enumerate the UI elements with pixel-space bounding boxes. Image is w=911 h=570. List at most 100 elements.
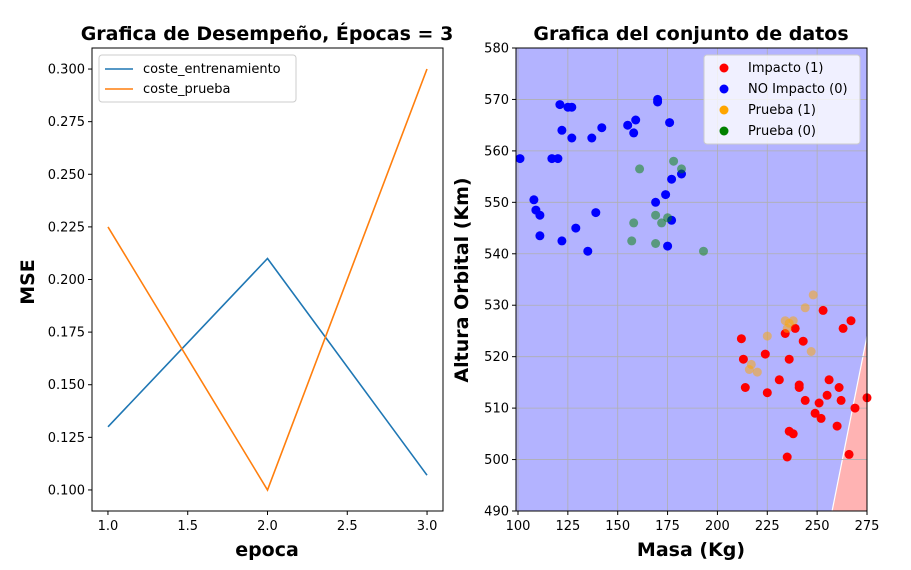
right-ytick-label: 580	[484, 42, 509, 57]
scatter-point-series-3	[669, 156, 679, 166]
left-ytick-label: 0.150	[48, 378, 85, 393]
scatter-point-series-1	[515, 154, 525, 164]
right-chart-frame	[515, 47, 868, 512]
right-ytick-label: 500	[484, 453, 509, 468]
left-xtick-label: 3.0	[417, 519, 438, 534]
scatter-point-series-0	[818, 305, 828, 315]
scatter-point-series-1	[535, 210, 545, 220]
scatter-point-series-3	[663, 213, 673, 223]
left-ytick-label: 0.125	[48, 431, 85, 446]
left-chart-lines	[107, 68, 428, 492]
left-legend-box	[98, 54, 297, 103]
left-chart: Grafica de Desempeño, Épocas = 3 1.0 1.5 2…	[17, 22, 453, 561]
scatter-point-series-0	[814, 398, 824, 408]
scatter-point-series-3	[651, 239, 661, 248]
right-ytick-label: 550	[484, 196, 509, 211]
left-legend-label-train: coste_entrenamiento	[143, 62, 281, 77]
right-chart-ylabel: Altura Orbital (Km)	[451, 177, 473, 382]
scatter-point-series-1	[555, 100, 565, 110]
scatter-point-series-0	[774, 375, 784, 385]
left-ytick-label: 0.100	[48, 483, 85, 498]
left-chart-legend: coste_entrenamiento coste_prueba	[98, 54, 297, 103]
scatter-point-series-0	[846, 316, 856, 326]
scatter-point-series-2	[806, 347, 816, 356]
scatter-point-series-3	[699, 246, 708, 256]
right-xtick-label: 225	[755, 519, 780, 534]
scatter-point-series-0	[788, 429, 798, 439]
scatter-point-series-0	[738, 354, 748, 364]
scatter-point-series-1	[629, 128, 639, 138]
scatter-point-series-0	[816, 413, 826, 423]
scatter-point-series-2	[762, 331, 772, 341]
scatter-point-series-0	[798, 336, 808, 346]
right-xtick-label: 150	[605, 519, 630, 534]
scatter-point-series-0	[784, 354, 794, 364]
right-chart-points	[515, 94, 872, 462]
left-ytick-label: 0.250	[48, 168, 85, 183]
left-chart-frame	[91, 47, 444, 512]
left-xtick-label: 1.0	[98, 519, 119, 534]
right-legend-label-prueba-1: Prueba (1)	[748, 103, 816, 118]
scatter-point-series-3	[635, 164, 645, 174]
scatter-point-series-1	[587, 133, 597, 143]
left-ytick-label: 0.300	[48, 63, 85, 78]
right-legend-marker-no-impacto	[719, 84, 729, 94]
scatter-point-series-0	[736, 334, 746, 344]
scatter-point-series-1	[597, 123, 607, 133]
right-chart-title: Grafica del conjunto de datos	[533, 23, 848, 45]
scatter-point-series-0	[832, 421, 842, 431]
scatter-point-series-2	[746, 359, 756, 369]
scatter-point-series-2	[800, 303, 810, 313]
left-ytick-label: 0.275	[48, 115, 85, 130]
scatter-point-series-1	[557, 125, 567, 135]
scatter-point-series-0	[762, 388, 772, 398]
scatter-point-series-1	[665, 118, 675, 128]
scatter-point-series-0	[822, 390, 832, 400]
right-xtick-label: 275	[855, 519, 880, 534]
scatter-point-series-1	[567, 102, 577, 112]
left-chart-xlabel: epoca	[235, 539, 299, 561]
scatter-point-series-0	[740, 383, 750, 392]
right-chart-xlabel: Masa (Kg)	[637, 539, 745, 561]
scatter-point-series-0	[794, 383, 804, 392]
scatter-point-series-2	[808, 290, 818, 300]
scatter-point-series-1	[591, 208, 601, 218]
scatter-point-series-0	[810, 408, 820, 418]
right-legend-label-impacto: Impacto (1)	[748, 61, 823, 76]
scatter-point-series-3	[657, 218, 667, 228]
left-ytick-label: 0.225	[48, 220, 85, 235]
right-ytick-label: 530	[484, 299, 509, 314]
scatter-point-series-1	[623, 120, 633, 130]
right-ytick-label: 540	[484, 247, 509, 262]
scatter-point-series-0	[800, 395, 810, 405]
right-xtick-label: 100	[506, 519, 531, 534]
scatter-point-series-2	[752, 367, 762, 377]
scatter-point-series-1	[557, 236, 567, 246]
scatter-point-series-0	[834, 383, 844, 392]
scatter-point-series-1	[631, 115, 641, 125]
right-ytick-label: 570	[484, 93, 509, 108]
scatter-point-series-1	[663, 241, 673, 251]
scatter-point-series-0	[838, 323, 848, 333]
right-xtick-label: 200	[705, 519, 730, 534]
left-xtick-label: 2.5	[337, 519, 358, 534]
scatter-point-series-1	[567, 133, 577, 143]
right-legend-label-prueba-0: Prueba (0)	[748, 124, 816, 139]
scatter-point-series-3	[627, 236, 637, 246]
left-legend-label-test: coste_prueba	[143, 82, 231, 97]
left-series-line-0	[107, 257, 428, 476]
right-legend-marker-impacto	[719, 63, 729, 73]
scatter-point-series-0	[824, 375, 834, 385]
right-chart-ticks: 100 125 150 175 200 225 250 275 490 500 510 520 530 5…	[484, 42, 879, 535]
left-chart-title: Grafica de Desempeño, Épocas = 3	[81, 22, 454, 45]
scatter-point-series-1	[583, 246, 593, 256]
scatter-point-series-0	[850, 403, 860, 413]
scatter-point-series-1	[571, 223, 581, 233]
right-xtick-label: 125	[555, 519, 580, 534]
scatter-point-series-0	[836, 395, 846, 405]
right-ytick-label: 510	[484, 402, 509, 417]
scatter-point-series-1	[529, 195, 539, 205]
right-xtick-label: 250	[805, 519, 830, 534]
left-chart-ylabel: MSE	[17, 259, 39, 305]
